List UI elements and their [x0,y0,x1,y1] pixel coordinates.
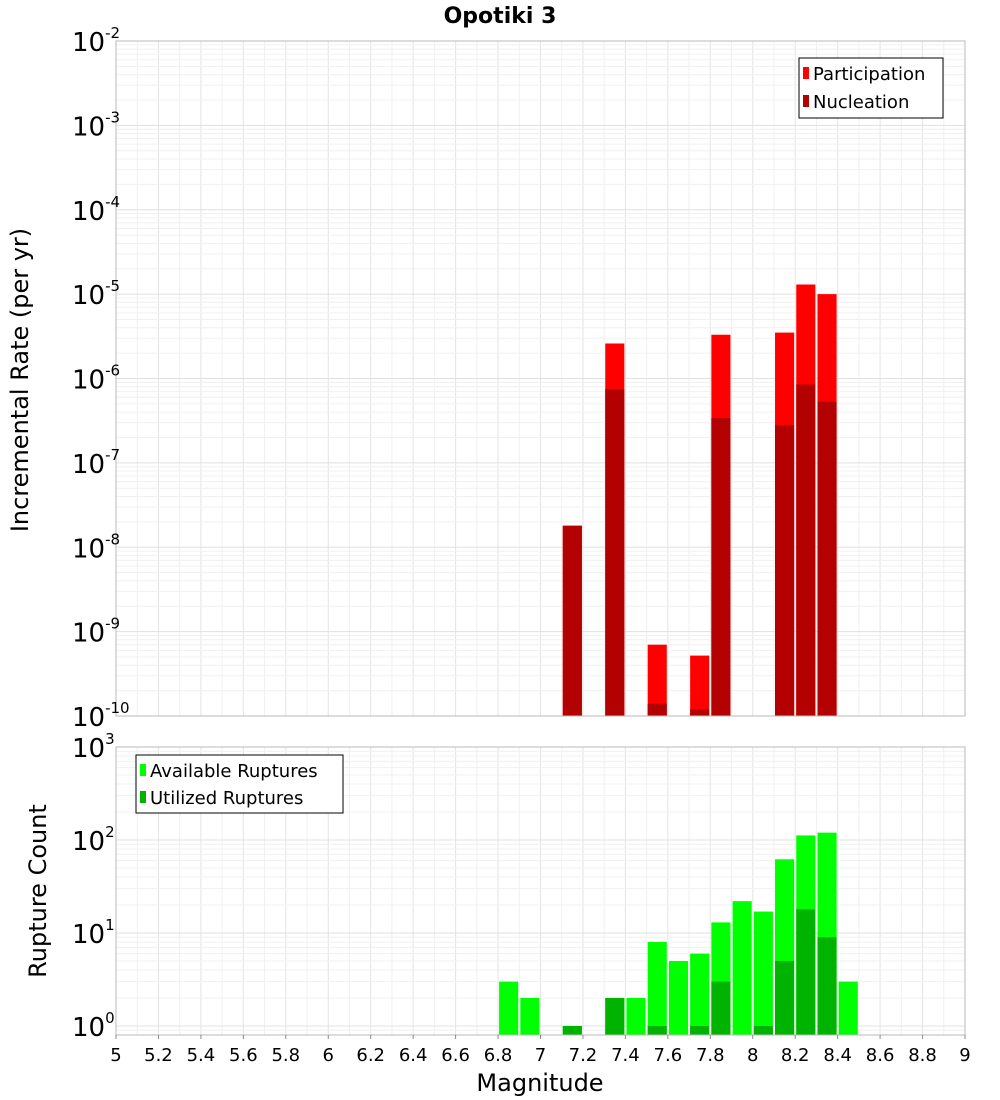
chart-title: Opotiki 3 [444,4,557,29]
x-tick-label: 7.2 [569,1045,598,1066]
bar-utilized-ruptures [753,1025,773,1035]
x-tick-label: 5.6 [229,1045,258,1066]
y-tick-label: 10-4 [72,193,120,227]
y-tick-label: 10-2 [72,24,120,58]
top-panel: 10-10 10-9 10-8 10-7 10-6 10-5 10-4 10-3 10-2 In… [6,24,966,733]
x-tick-label: 8.4 [823,1045,852,1066]
y-tick-label: 10-6 [72,362,120,396]
bar-nucleation [775,425,795,716]
y-tick-label: 100 [72,1009,115,1043]
bar-utilized-ruptures [817,937,837,1035]
bar-available-ruptures [753,911,773,1035]
x-tick-label: 7 [535,1045,546,1066]
bar-nucleation [562,525,582,716]
x-tick-label: 6.2 [356,1045,385,1066]
y-tick-label: 10-9 [72,615,120,649]
legend-label-utilized-ruptures: Utilized Ruptures [150,788,303,809]
bar-nucleation [796,384,816,716]
x-tick-label: 5.2 [144,1045,173,1066]
bar-utilized-ruptures [605,997,625,1035]
x-tick-labels: 5 5.2 5.4 5.6 5.8 6 6.2 6.4 6.6 6.8 7 7.2 7.4 7.6 7.8 8… [110,1035,971,1066]
x-tick-label: 6.4 [399,1045,428,1066]
legend-swatch-nucleation [803,95,809,107]
bar-nucleation [817,401,837,716]
legend-swatch-utilized-ruptures [140,791,146,803]
bar-available-ruptures [647,942,667,1035]
top-gridlines [115,40,966,717]
bar-available-ruptures [626,997,646,1035]
legend-label-available-ruptures: Available Ruptures [150,761,318,782]
bar-utilized-ruptures [562,1025,582,1035]
y-tick-label: 10-10 [72,699,130,733]
y-tick-label: 10-7 [72,446,120,480]
bar-utilized-ruptures [711,981,731,1035]
x-axis-label: Magnitude [476,1069,603,1097]
y-tick-label: 102 [72,823,115,857]
bar-available-ruptures [499,981,519,1035]
y-tick-label: 10-5 [72,277,120,311]
bar-available-ruptures [668,960,689,1035]
legend-swatch-participation [803,67,809,79]
x-tick-label: 5.8 [271,1045,300,1066]
bar-available-ruptures [838,981,858,1035]
top-legend: Participation Nucleation [798,57,944,119]
top-bars [562,284,837,717]
bar-nucleation [605,389,625,716]
bar-utilized-ruptures [647,1025,667,1035]
bar-utilized-ruptures [690,1025,710,1035]
bar-utilized-ruptures [775,960,795,1035]
x-tick-label: 8.6 [866,1045,895,1066]
bottom-bars [499,832,858,1035]
legend-label-nucleation: Nucleation [813,92,909,113]
top-plot-border [115,40,966,717]
y-tick-label: 103 [72,730,115,764]
bottom-y-tick-labels: 100 101 102 103 [72,730,115,1043]
x-tick-label: 9 [959,1045,970,1066]
bottom-legend-box [135,754,344,814]
y-tick-label: 10-3 [72,108,120,142]
x-tick-label: 7.4 [611,1045,640,1066]
top-y-tick-labels: 10-10 10-9 10-8 10-7 10-6 10-5 10-4 10-3 10-2 [72,24,130,733]
bottom-panel: 100 101 102 103 5 5.2 5.4 5.6 5.8 6 6.2 6.4 6.6 6.8 7… [24,730,971,1097]
x-tick-label: 6.8 [484,1045,513,1066]
bar-nucleation [690,709,710,716]
x-tick-label: 8.8 [908,1045,937,1066]
bottom-legend: Available Ruptures Utilized Ruptures [135,754,344,814]
top-legend-box [798,57,944,119]
x-tick-label: 8.2 [781,1045,810,1066]
bar-nucleation [711,418,731,716]
bar-nucleation [647,703,667,716]
bar-available-ruptures [690,953,710,1035]
y-tick-label: 101 [72,916,115,950]
bottom-y-axis-label: Rupture Count [24,804,52,978]
x-tick-label: 6 [323,1045,334,1066]
legend-label-participation: Participation [813,64,925,85]
bar-participation [690,655,710,716]
x-tick-label: 5 [110,1045,121,1066]
y-tick-label: 10-8 [72,530,120,564]
x-tick-label: 8 [747,1045,758,1066]
x-tick-label: 7.8 [696,1045,725,1066]
x-tick-label: 6.6 [441,1045,470,1066]
x-tick-label: 7.6 [654,1045,683,1066]
x-tick-label: 5.4 [187,1045,216,1066]
bar-utilized-ruptures [796,909,816,1035]
bar-available-ruptures [732,901,752,1035]
legend-swatch-available-ruptures [140,764,146,776]
bar-available-ruptures [520,997,540,1035]
bar-participation [647,644,667,716]
top-y-axis-label: Incremental Rate (per yr) [6,228,34,532]
